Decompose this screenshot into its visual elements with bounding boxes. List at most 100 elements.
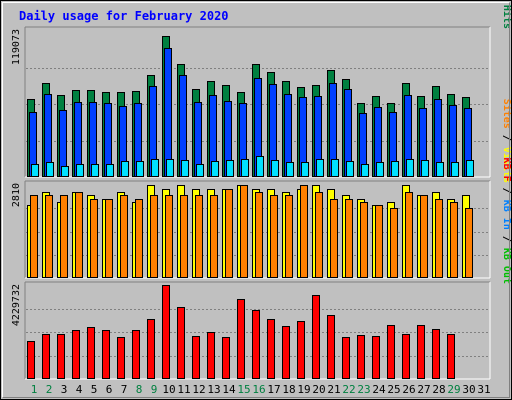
bar-pages-day-26 — [406, 159, 414, 177]
bar-sites-day-26 — [405, 192, 413, 278]
bar-sites-day-3 — [60, 195, 68, 278]
bar-sites-day-15 — [240, 185, 248, 278]
y-tick-label: 119073 — [11, 29, 22, 65]
bar-kb-f-day-18 — [282, 326, 290, 379]
series-files — [29, 48, 472, 177]
bar-sites-day-21 — [330, 199, 338, 278]
x-tick-label: 13 — [207, 383, 220, 396]
bar-pages-day-4 — [76, 164, 84, 177]
bar-sites-day-24 — [375, 205, 383, 278]
x-tick-label: 31 — [477, 383, 490, 396]
bar-pages-day-18 — [286, 162, 294, 177]
legend-entry: Hits — [501, 5, 511, 29]
x-tick-label: 30 — [462, 383, 475, 396]
bar-sites-day-14 — [225, 189, 233, 278]
chart-title: Daily usage for February 2020 — [19, 9, 229, 23]
bar-sites-day-12 — [195, 195, 203, 278]
bar-sites-day-28 — [435, 199, 443, 278]
x-tick-label: 21 — [327, 383, 340, 396]
legend-entry: KB Out — [501, 248, 511, 284]
bar-kb-f-day-2 — [42, 334, 50, 379]
bar-kb-f-day-8 — [132, 330, 140, 379]
bar-kb-f-day-26 — [402, 334, 410, 379]
bar-sites-day-20 — [315, 192, 323, 278]
bar-sites-day-16 — [255, 192, 263, 278]
x-tick-label: 14 — [222, 383, 236, 396]
bar-kb-f-day-19 — [297, 321, 305, 379]
legend: Pages / Files / Hits — [501, 1, 511, 29]
bar-kb-f-day-7 — [117, 337, 125, 379]
x-tick-label: 27 — [417, 383, 430, 396]
x-tick-label: 16 — [252, 383, 265, 396]
legend-entry: / — [501, 230, 511, 248]
bar-kb-f-day-28 — [432, 329, 440, 379]
bar-kb-f-day-29 — [447, 334, 455, 379]
bar-sites-day-2 — [45, 195, 53, 278]
bar-kb-f-day-5 — [87, 327, 95, 379]
bar-pages-day-24 — [376, 162, 384, 177]
bar-sites-day-6 — [105, 199, 113, 278]
bar-pages-day-14 — [226, 160, 234, 177]
x-tick-label: 9 — [151, 383, 158, 396]
bar-sites-day-19 — [300, 185, 308, 278]
bar-pages-day-1 — [31, 164, 39, 177]
legend-entry: / — [501, 129, 511, 147]
bar-pages-day-13 — [211, 161, 219, 177]
legend-entry: Visits — [501, 147, 511, 183]
bar-pages-day-21 — [331, 159, 339, 177]
legend: KB F / KB In / KB Out — [501, 158, 511, 284]
bar-sites-day-4 — [75, 192, 83, 278]
bar-kb-f-day-16 — [252, 310, 260, 379]
bar-sites-day-23 — [360, 202, 368, 278]
bar-kb-f-day-13 — [207, 332, 215, 379]
bar-sites-day-18 — [285, 195, 293, 278]
panel-hits-files-pages: 119073 Pages / Files / Hits — [11, 1, 511, 178]
bar-kb-f-day-10 — [162, 285, 170, 379]
bar-sites-day-13 — [210, 195, 218, 278]
bar-sites-day-27 — [420, 195, 428, 278]
bar-pages-day-10 — [166, 159, 174, 177]
x-tick-label: 23 — [357, 383, 370, 396]
bar-sites-day-5 — [90, 199, 98, 278]
bar-sites-day-1 — [30, 195, 38, 278]
x-tick-label: 10 — [162, 383, 175, 396]
bar-pages-day-20 — [316, 159, 324, 177]
y-tick-label: 2810 — [11, 183, 22, 207]
bar-sites-day-8 — [135, 199, 143, 278]
bar-sites-day-7 — [120, 195, 128, 278]
bar-pages-day-17 — [271, 160, 279, 177]
x-tick-label: 12 — [192, 383, 205, 396]
bar-sites-day-10 — [165, 195, 173, 278]
bar-pages-day-8 — [136, 161, 144, 177]
bar-pages-day-22 — [346, 161, 354, 177]
bar-kb-f-day-25 — [387, 325, 395, 379]
x-tick-label: 6 — [106, 383, 113, 396]
series-kb-f — [27, 285, 455, 379]
bar-kb-f-day-24 — [372, 336, 380, 379]
bar-pages-day-25 — [391, 161, 399, 177]
series-pages — [31, 156, 474, 177]
bar-pages-day-12 — [196, 164, 204, 177]
bar-sites-day-22 — [345, 199, 353, 278]
bar-files-day-10 — [164, 48, 172, 177]
x-tick-label: 26 — [402, 383, 415, 396]
bar-kb-f-day-22 — [342, 337, 350, 379]
bar-sites-day-29 — [450, 202, 458, 278]
bar-pages-day-15 — [241, 159, 249, 177]
legend-entry: Sites — [501, 99, 511, 129]
panel-visits-sites: 2810 Sites / Visits — [11, 99, 511, 279]
bar-kb-f-day-14 — [222, 337, 230, 379]
bar-pages-day-29 — [451, 162, 459, 177]
bar-pages-day-5 — [91, 164, 99, 177]
x-tick-label: 11 — [177, 383, 190, 396]
bar-pages-day-27 — [421, 160, 429, 177]
bar-pages-day-7 — [121, 161, 129, 177]
bar-kb-f-day-11 — [177, 307, 185, 379]
y-tick-label: 4229732 — [11, 284, 22, 326]
bar-kb-f-day-9 — [147, 319, 155, 379]
bar-sites-day-25 — [390, 208, 398, 278]
bar-pages-day-2 — [46, 162, 54, 177]
bar-pages-day-28 — [436, 162, 444, 177]
bar-kb-f-day-27 — [417, 325, 425, 379]
